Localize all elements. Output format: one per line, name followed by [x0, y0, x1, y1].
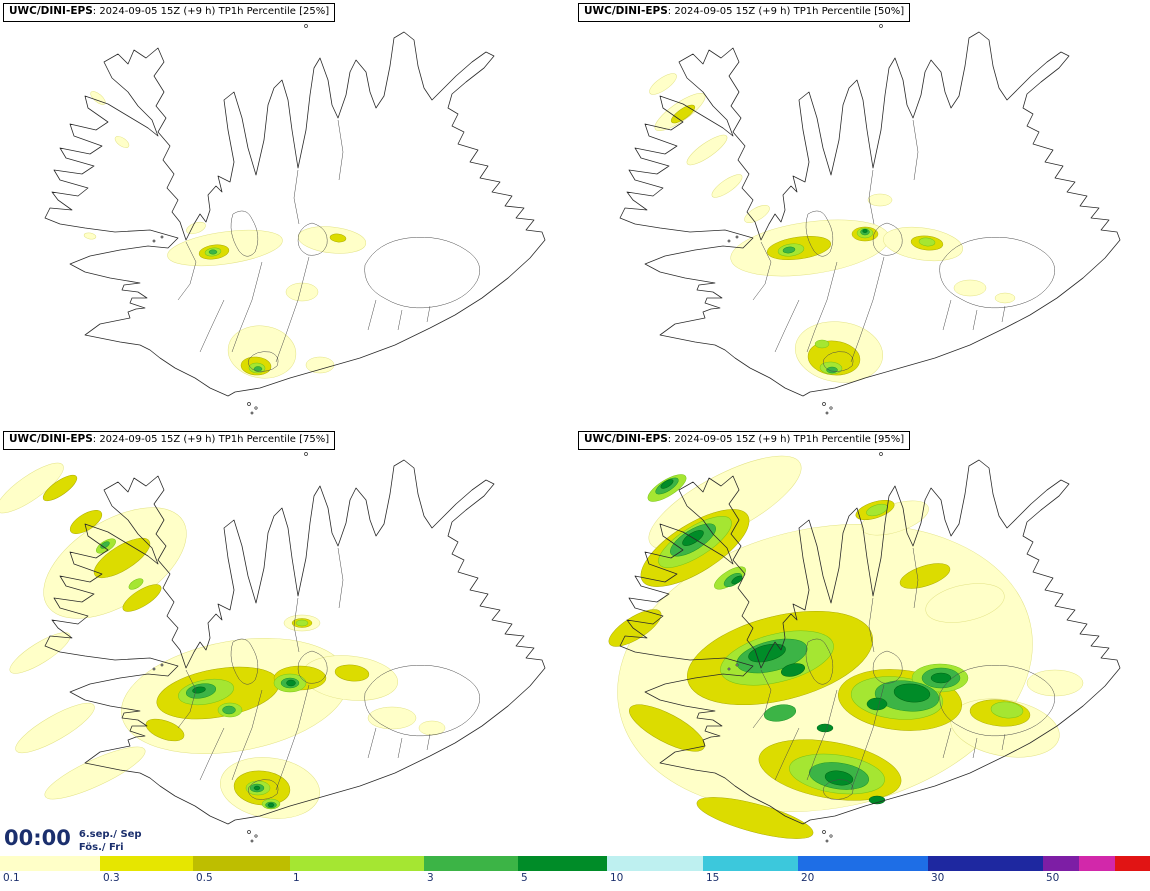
- colorbar-segment: [1043, 856, 1079, 871]
- colorbar-segment: [0, 856, 100, 871]
- colorbar-segment: [1079, 856, 1115, 871]
- panel-percentile-25: UWC/DINI-EPS: 2024-09-05 15Z (+9 h) TP1h…: [0, 0, 575, 428]
- map-svg-95: [608, 452, 1121, 843]
- colorbar-segment: [100, 856, 193, 871]
- valid-time-label: 00:00: [4, 826, 71, 850]
- colorbar-segment: [607, 856, 703, 871]
- precipitation-layer: [83, 91, 367, 379]
- colorbar-labels: 0.1 0.3 0.5 1 3 5 10 15 20 30 50: [0, 871, 1150, 891]
- title-details: : 2024-09-05 15Z (+9 h) TP1h Percentile …: [667, 434, 905, 445]
- colorbar-segment: [703, 856, 798, 871]
- colorbar-tick-label: 0.1: [3, 872, 20, 884]
- colorbar-segment: [290, 856, 424, 871]
- colorbar-tick-label: 0.3: [103, 872, 120, 884]
- model-name: UWC/DINI-EPS: [9, 433, 93, 445]
- panel-title: UWC/DINI-EPS: 2024-09-05 15Z (+9 h) TP1h…: [578, 3, 911, 22]
- panel-percentile-75: UWC/DINI-EPS: 2024-09-05 15Z (+9 h) TP1h…: [0, 428, 575, 856]
- title-details: : 2024-09-05 15Z (+9 h) TP1h Percentile …: [667, 6, 905, 17]
- colorbar-segment: [424, 856, 518, 871]
- map-svg-25: [44, 24, 546, 415]
- colorbar: 0.1 0.3 0.5 1 3 5 10 15 20 30 50: [0, 856, 1150, 891]
- colorbar-tick-label: 10: [610, 872, 624, 884]
- title-details: : 2024-09-05 15Z (+9 h) TP1h Percentile …: [92, 6, 330, 17]
- colorbar-tick-label: 5: [521, 872, 528, 884]
- colorbar-tick-label: 30: [931, 872, 945, 884]
- panel-percentile-50: UWC/DINI-EPS: 2024-09-05 15Z (+9 h) TP1h…: [575, 0, 1150, 428]
- model-name: UWC/DINI-EPS: [584, 5, 668, 17]
- colorbar-strip: [0, 856, 1150, 871]
- time-block: 00:00 6.sep./ Sep Fös./ Fri: [2, 828, 148, 855]
- colorbar-tick-label: 1: [293, 872, 300, 884]
- colorbar-segment: [1115, 856, 1150, 871]
- panel-percentile-95: UWC/DINI-EPS: 2024-09-05 15Z (+9 h) TP1h…: [575, 428, 1150, 856]
- panel-title: UWC/DINI-EPS: 2024-09-05 15Z (+9 h) TP1h…: [578, 431, 911, 450]
- colorbar-segment: [518, 856, 607, 871]
- colorbar-segment: [193, 856, 290, 871]
- valid-date-block: 6.sep./ Sep Fös./ Fri: [79, 829, 142, 854]
- map-svg-75: [0, 452, 546, 843]
- precipitation-layer: [649, 73, 1016, 383]
- title-details: : 2024-09-05 15Z (+9 h) TP1h Percentile …: [92, 434, 330, 445]
- panel-title: UWC/DINI-EPS: 2024-09-05 15Z (+9 h) TP1h…: [3, 431, 336, 450]
- colorbar-tick-label: 50: [1046, 872, 1060, 884]
- colorbar-tick-label: 15: [706, 872, 720, 884]
- precipitation-layer: [608, 455, 1084, 839]
- colorbar-tick-label: 0.5: [196, 872, 213, 884]
- precipitation-layer: [0, 462, 446, 819]
- model-name: UWC/DINI-EPS: [584, 433, 668, 445]
- date-line-1: 6.sep./ Sep: [78, 829, 142, 840]
- map-svg-50: [619, 24, 1121, 415]
- model-name: UWC/DINI-EPS: [9, 5, 93, 17]
- colorbar-segment: [928, 856, 1043, 871]
- colorbar-tick-label: 3: [427, 872, 434, 884]
- colorbar-segment: [798, 856, 928, 871]
- date-line-2: Fös./ Fri: [78, 841, 124, 853]
- panel-title: UWC/DINI-EPS: 2024-09-05 15Z (+9 h) TP1h…: [3, 3, 336, 22]
- colorbar-tick-label: 20: [801, 872, 815, 884]
- map-grid: UWC/DINI-EPS: 2024-09-05 15Z (+9 h) TP1h…: [0, 0, 1150, 856]
